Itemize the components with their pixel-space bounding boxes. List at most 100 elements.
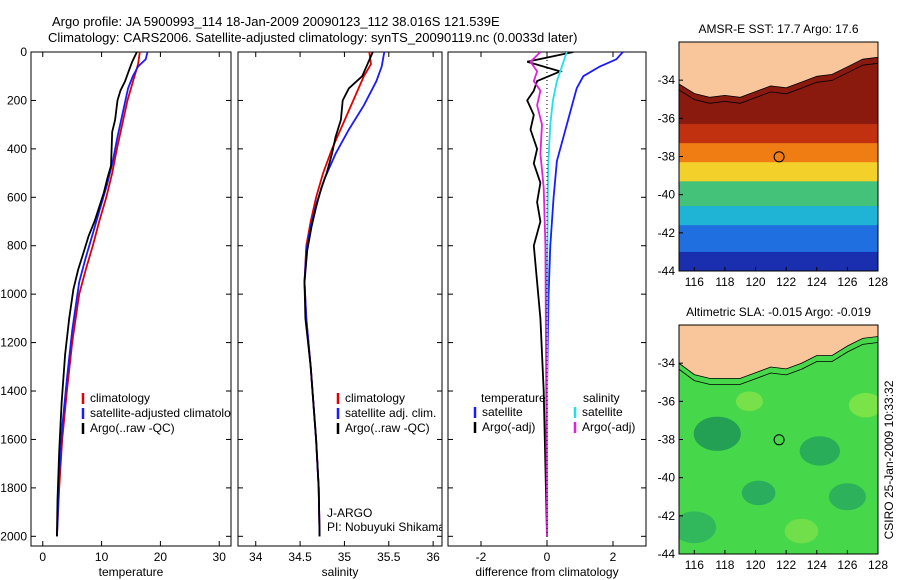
altimetric_sla-panel: Altimetric SLA: -0.015 Argo: -0.019 116 11… bbox=[658, 305, 889, 572]
amsre_sst-ytick-label: -42 bbox=[658, 226, 676, 240]
amsre_sst-color-band bbox=[679, 206, 878, 226]
salinity-xlabel: salinity bbox=[322, 565, 359, 579]
amsre_sst-xtick-label: 128 bbox=[868, 275, 888, 289]
salinity-annotation-line1: J-ARGO bbox=[327, 506, 372, 520]
salinity-panel: 34 34.5 35 35.5 36 salinity climatologysatelli… bbox=[237, 51, 443, 579]
altimetric_sla-ytick-label: -38 bbox=[658, 433, 676, 447]
difference-xlabel: difference from climatology bbox=[475, 565, 618, 579]
figure-title-line2: Climatology: CARS2006. Satellite-adjuste… bbox=[48, 30, 578, 45]
amsre_sst-xtick-label: 118 bbox=[715, 275, 734, 289]
amsre_sst-shelf-contour bbox=[679, 62, 878, 104]
series-line-salinity-satellite bbox=[546, 52, 568, 537]
difference-series-group bbox=[526, 52, 624, 537]
salinity-legend-label: satellite adj. clim. bbox=[345, 406, 436, 420]
altimetric_sla-xtick-label: 124 bbox=[807, 558, 827, 572]
figure-title-line1: Argo profile: JA 5900993_114 18-Jan-2009… bbox=[52, 14, 500, 29]
difference-legend-temperature-heading: temperature bbox=[481, 391, 546, 405]
amsre_sst-xtick-label: 116 bbox=[685, 275, 704, 289]
altimetric_sla-land bbox=[679, 325, 878, 379]
altimetric_sla-ytick-label: -34 bbox=[658, 356, 676, 370]
difference-xtick-label: 2 bbox=[610, 550, 617, 564]
difference-legend-salinity-label: Argo(-adj) bbox=[582, 420, 635, 434]
temperature-series-group bbox=[56, 52, 149, 537]
temperature-legend-label: Argo(..raw -QC) bbox=[90, 421, 175, 435]
temperature-ytick-label: 1800 bbox=[0, 481, 27, 495]
temperature-ytick-label: 1200 bbox=[0, 336, 27, 350]
amsre_sst-ytick-label: -40 bbox=[658, 188, 676, 202]
altimetric_sla-ytick-label: -40 bbox=[658, 471, 676, 485]
amsre_sst-ytick-label: -38 bbox=[658, 150, 676, 164]
salinity-xtick-label: 34 bbox=[249, 550, 263, 564]
temperature-panel: 0 10 20 30 0 200 400 600 800 1000 1200 1400 1600 1800… bbox=[0, 45, 243, 579]
altimetric_sla-title: Altimetric SLA: -0.015 Argo: -0.019 bbox=[686, 305, 871, 319]
difference-xtick-label: -2 bbox=[476, 550, 487, 564]
altimetric_sla-ytick-label: -42 bbox=[658, 509, 676, 523]
altimetric_sla-blob bbox=[741, 480, 776, 506]
altimetric_sla-xtick-label: 126 bbox=[837, 558, 857, 572]
amsre_sst-land bbox=[679, 42, 878, 98]
altimetric_sla-ytick-label: -36 bbox=[658, 394, 676, 408]
altimetric_sla-blob bbox=[828, 483, 866, 511]
difference-legend-salinity-label: satellite bbox=[582, 405, 623, 419]
difference-legend-temperature-label: satellite bbox=[482, 405, 523, 419]
altimetric_sla-xtick-label: 116 bbox=[685, 558, 704, 572]
temperature-ytick-label: 400 bbox=[7, 142, 27, 156]
amsre_sst-color-band bbox=[679, 181, 878, 207]
amsre_sst-color-band bbox=[679, 124, 878, 144]
altimetric_sla-shelf-contour bbox=[679, 342, 878, 385]
series-line-argo-raw-qc- bbox=[303, 52, 374, 537]
difference-xtick-label: 0 bbox=[544, 550, 551, 564]
amsre_sst-xtick-label: 126 bbox=[837, 275, 857, 289]
salinity-xtick-label: 36 bbox=[426, 550, 440, 564]
altimetric_sla-blob bbox=[693, 416, 741, 451]
amsre_sst-ytick-label: -44 bbox=[658, 264, 676, 278]
temperature-xtick-label: 30 bbox=[213, 550, 227, 564]
amsre_sst-color-band bbox=[679, 225, 878, 253]
altimetric_sla-blob bbox=[799, 436, 841, 466]
altimetric_sla-blob bbox=[679, 511, 717, 544]
altimetric_sla-blob bbox=[784, 518, 819, 544]
salinity-plot-frame bbox=[237, 51, 443, 547]
temperature-xtick-label: 0 bbox=[39, 550, 46, 564]
amsre_sst-color-band bbox=[679, 251, 878, 271]
amsre_sst-panel: AMSR-E SST: 17.7 Argo: 17.6 116 118 120 122 1… bbox=[658, 22, 889, 289]
difference-legend-temperature-label: Argo(-adj) bbox=[482, 420, 535, 434]
series-line-temperature-satellite bbox=[546, 52, 624, 537]
altimetric_sla-field bbox=[679, 325, 878, 554]
amsre_sst-xtick-label: 124 bbox=[807, 275, 827, 289]
temperature-ytick-label: 1000 bbox=[0, 287, 27, 301]
series-line-temperature-argo-adj- bbox=[526, 52, 574, 537]
amsre_sst-color-band bbox=[679, 143, 878, 163]
salinity-xtick-label: 35 bbox=[338, 550, 352, 564]
amsre_sst-xtick-label: 122 bbox=[776, 275, 796, 289]
salinity-series-group bbox=[303, 52, 386, 537]
altimetric_sla-ytick-label: -44 bbox=[658, 547, 676, 561]
amsre_sst-color-band bbox=[679, 162, 878, 182]
salinity-legend-label: climatology bbox=[345, 391, 405, 405]
salinity-xtick-label: 34.5 bbox=[288, 550, 312, 564]
amsre_sst-ytick-label: -36 bbox=[658, 111, 676, 125]
amsre_sst-xtick-label: 120 bbox=[746, 275, 766, 289]
temperature-ytick-label: 800 bbox=[7, 239, 27, 253]
salinity-legend-label: Argo(..raw -QC) bbox=[345, 421, 430, 435]
series-line-satellite-adjusted-climatology bbox=[56, 52, 149, 537]
temperature-legend-label: satellite-adjusted climatology bbox=[90, 406, 243, 420]
series-line-salinity-argo-adj- bbox=[529, 52, 548, 537]
temperature-ytick-label: 600 bbox=[7, 190, 27, 204]
temperature-legend-label: climatology bbox=[90, 391, 150, 405]
altimetric_sla-argo-marker bbox=[773, 434, 785, 446]
temperature-xtick-label: 20 bbox=[154, 550, 168, 564]
temperature-plot-frame bbox=[30, 51, 232, 547]
amsre_sst-ytick-label: -34 bbox=[658, 73, 676, 87]
amsre_sst-argo-marker bbox=[773, 151, 785, 163]
altimetric_sla-xtick-label: 122 bbox=[776, 558, 796, 572]
series-line-argo-raw-qc- bbox=[56, 52, 138, 537]
temperature-xtick-label: 10 bbox=[95, 550, 109, 564]
side-timestamp-label: CSIRO 25-Jan-2009 10:33:32 bbox=[882, 380, 896, 539]
amsre_sst-title: AMSR-E SST: 17.7 Argo: 17.6 bbox=[698, 22, 858, 36]
altimetric_sla-blob bbox=[735, 391, 763, 412]
